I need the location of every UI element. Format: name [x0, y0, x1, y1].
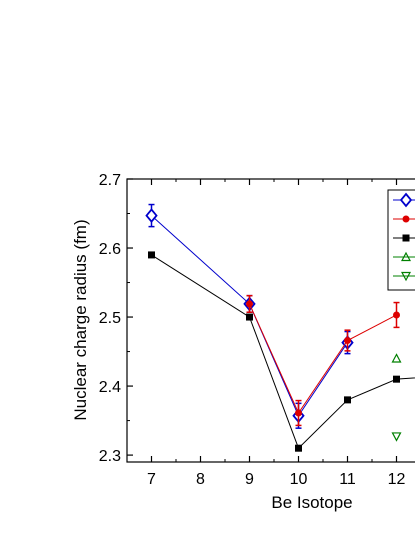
x-tick-label: 11 [339, 471, 356, 488]
data-point [391, 432, 402, 442]
axes-layer: 7 8 9 10 11 12 2.3 2.4 2.5 2.6 2.7 [99, 172, 406, 488]
series-2 [246, 294, 400, 427]
data-point [246, 300, 253, 308]
plot-frame [126, 178, 415, 463]
legend-box [387, 189, 415, 291]
x-tick-label: 10 [290, 471, 308, 488]
data-point [145, 208, 158, 223]
data-point [295, 444, 302, 452]
series-1-line [151, 215, 348, 417]
x-tick-label: 12 [388, 471, 406, 488]
y-tick-label: 2.5 [99, 310, 121, 327]
legend-marker [402, 234, 410, 242]
x-tick-label: 9 [245, 471, 254, 488]
y-tick-label: 2.3 [99, 448, 121, 465]
data-point [391, 353, 402, 363]
series-3-line [151, 254, 415, 450]
legend-marker [401, 271, 411, 282]
series-5 [391, 432, 402, 442]
series-3 [148, 251, 415, 452]
y-axis-title: Nuclear charge radius (fm) [71, 219, 90, 420]
series-4 [391, 353, 402, 363]
legend-marker [399, 192, 413, 208]
x-tick-label: 7 [147, 471, 156, 488]
plot-layer [145, 203, 415, 452]
x-tick-label: 8 [196, 471, 205, 488]
data-point [295, 409, 302, 417]
y-tick-label: 2.4 [99, 379, 121, 396]
data-point [393, 311, 400, 319]
data-point [393, 375, 400, 383]
data-point [344, 396, 351, 404]
legend-marker [401, 251, 411, 262]
data-point [344, 337, 351, 345]
x-axis-title: Be Isotope [271, 493, 352, 512]
data-point [246, 313, 253, 321]
y-tick-label: 2.7 [99, 172, 121, 189]
data-point [148, 251, 155, 259]
legend [387, 189, 415, 291]
legend-marker [402, 215, 410, 223]
y-tick-label: 2.6 [99, 241, 121, 258]
series-2-line [249, 303, 397, 415]
